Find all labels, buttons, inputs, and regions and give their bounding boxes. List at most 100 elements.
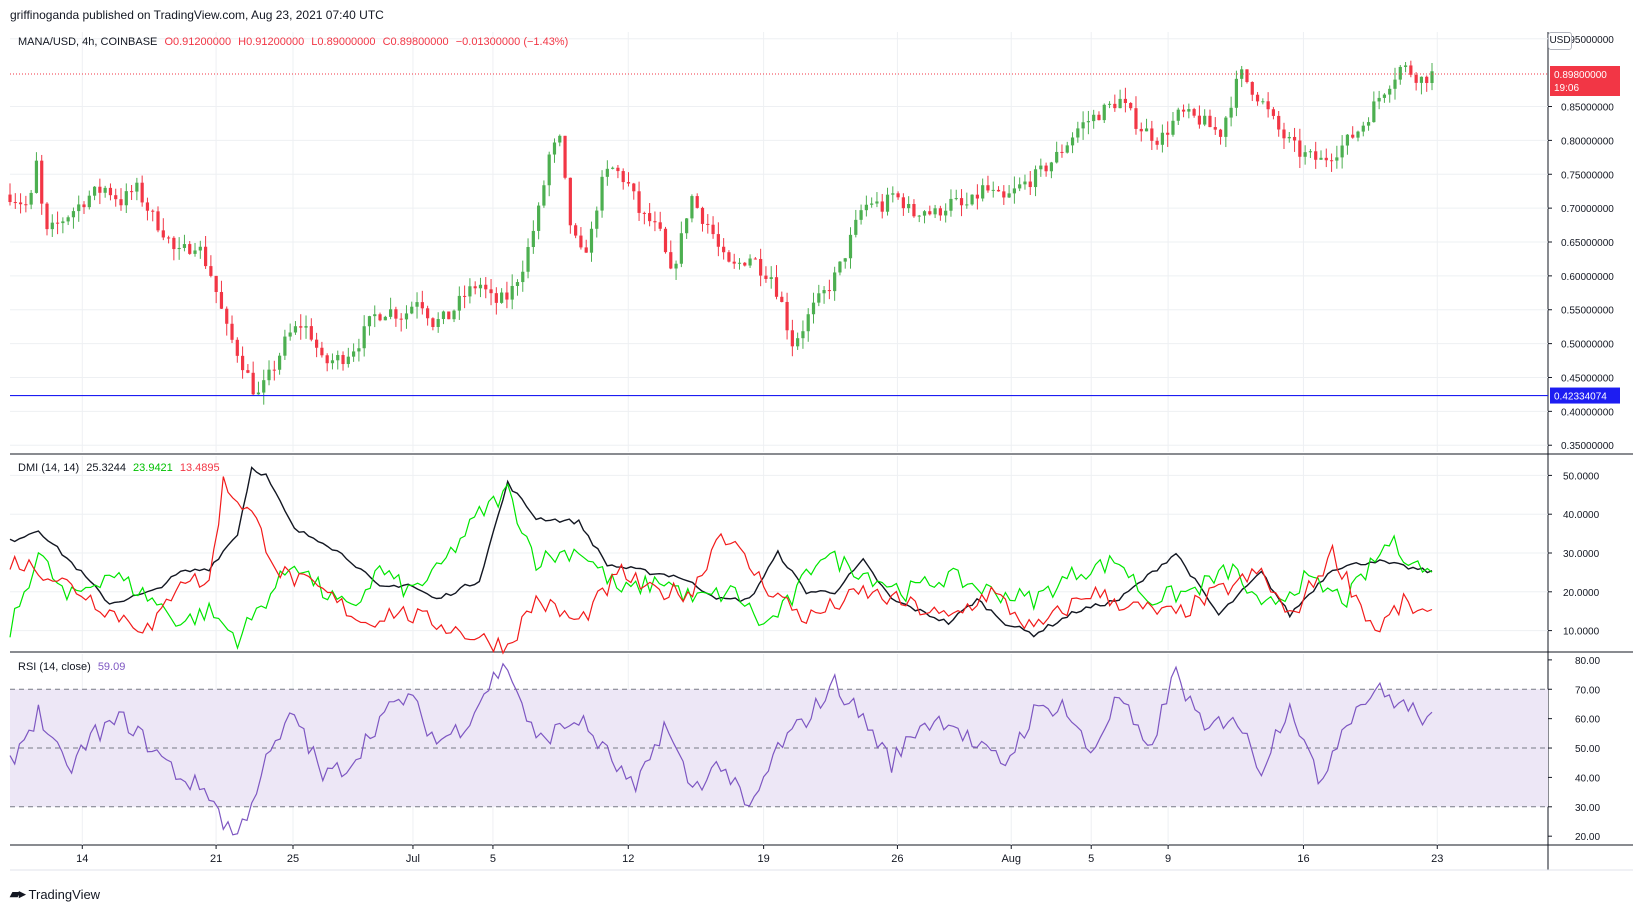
candle-body	[753, 258, 757, 260]
y-tick-label: 10.0000	[1563, 627, 1600, 638]
candle-body	[996, 189, 1001, 192]
candle-body	[568, 177, 572, 226]
candle-body	[642, 212, 646, 214]
candle-body	[66, 217, 70, 222]
candle-body	[1250, 82, 1254, 95]
publisher-line: griffinoganda published on TradingView.c…	[10, 8, 384, 22]
candle-body	[722, 246, 726, 253]
candle-body	[1282, 129, 1286, 139]
candle-body	[1409, 65, 1413, 75]
candle-body	[71, 211, 76, 218]
candle-body	[256, 392, 261, 395]
candle-body	[1382, 94, 1387, 98]
candle-body	[34, 160, 39, 193]
adx-line	[9, 466, 1433, 638]
candle-body	[1181, 109, 1186, 112]
last-price-text: 0.89800000	[1554, 70, 1607, 81]
candle-body	[182, 244, 187, 248]
candle-body	[774, 277, 779, 297]
candle-body	[716, 234, 720, 247]
candle-body	[817, 293, 821, 303]
candle-body	[1092, 114, 1096, 122]
candle-body	[1261, 101, 1265, 103]
candle-body	[759, 258, 763, 276]
candle-body	[1208, 115, 1212, 128]
candle-body	[415, 302, 419, 307]
candle-body	[1314, 151, 1318, 160]
footer-brand[interactable]: ▰▸ TradingView	[10, 886, 100, 902]
candle-body	[901, 197, 905, 209]
candle-body	[389, 309, 393, 317]
candle-body	[912, 204, 916, 217]
candle-body	[283, 336, 287, 356]
x-tick-label: 26	[891, 853, 903, 865]
candle-body	[584, 247, 588, 253]
candle-body	[769, 277, 773, 279]
candle-body	[928, 211, 932, 215]
candle-body	[293, 326, 298, 333]
candle-body	[785, 301, 789, 331]
candle-body	[1129, 103, 1133, 109]
candle-body	[129, 191, 134, 193]
candle-body	[896, 193, 900, 198]
y-tick-label: 0.60000000	[1561, 272, 1614, 283]
candle-body	[24, 204, 28, 206]
y-tick-label: 80.00	[1575, 656, 1600, 667]
candle-body	[521, 271, 525, 283]
candle-body	[457, 295, 461, 311]
candle-body	[938, 208, 942, 216]
candle-body	[1229, 107, 1233, 118]
candle-body	[727, 252, 731, 262]
candle-body	[383, 316, 387, 321]
candle-body	[732, 261, 736, 264]
candle-body	[674, 263, 678, 269]
dmi-legend: DMI (14, 14) 25.3244 23.9421 13.4895	[18, 462, 224, 474]
candle-body	[854, 219, 858, 235]
x-tick-label: 25	[287, 853, 299, 865]
minus-di-line	[9, 476, 1433, 655]
candle-body	[1271, 109, 1276, 116]
candle-body	[616, 167, 620, 172]
candle-body	[563, 135, 567, 178]
dmi-plus-value: 23.9421	[133, 462, 173, 474]
candle-body	[663, 228, 668, 253]
candle-body	[1255, 94, 1260, 102]
x-tick-label: 9	[1165, 853, 1171, 865]
y-tick-label: 20.00	[1575, 832, 1600, 843]
candle-body	[1065, 145, 1069, 153]
candle-body	[367, 316, 372, 327]
candle-body	[981, 185, 985, 199]
candle-body	[484, 284, 488, 290]
candle-body	[309, 326, 313, 340]
candle-body	[1425, 76, 1429, 84]
candle-body	[463, 295, 467, 297]
candle-body	[272, 369, 276, 371]
candle-body	[848, 234, 853, 259]
candle-body	[1298, 140, 1302, 157]
candle-body	[119, 199, 123, 206]
candle-body	[124, 191, 128, 206]
candle-body	[114, 195, 118, 200]
candle-body	[917, 215, 921, 217]
candle-body	[251, 372, 255, 395]
candle-body	[288, 332, 292, 337]
candle-body	[1039, 165, 1043, 170]
candle-body	[1033, 169, 1038, 188]
candle-body	[1388, 88, 1392, 95]
candle-body	[55, 222, 60, 224]
candle-body	[299, 326, 303, 328]
y-tick-label: 0.85000000	[1561, 103, 1614, 114]
candle-body	[219, 292, 224, 309]
currency-button[interactable]: USD	[1548, 32, 1572, 50]
candle-body	[214, 275, 218, 293]
candle-body	[589, 228, 594, 253]
candle-body	[1277, 115, 1281, 130]
candle-body	[341, 355, 345, 365]
candle-body	[1419, 76, 1424, 83]
candle-body	[811, 302, 816, 315]
candle-body	[537, 205, 541, 231]
candle-body	[87, 195, 91, 208]
last-price-tag	[1550, 66, 1620, 96]
candle-body	[1166, 132, 1170, 135]
